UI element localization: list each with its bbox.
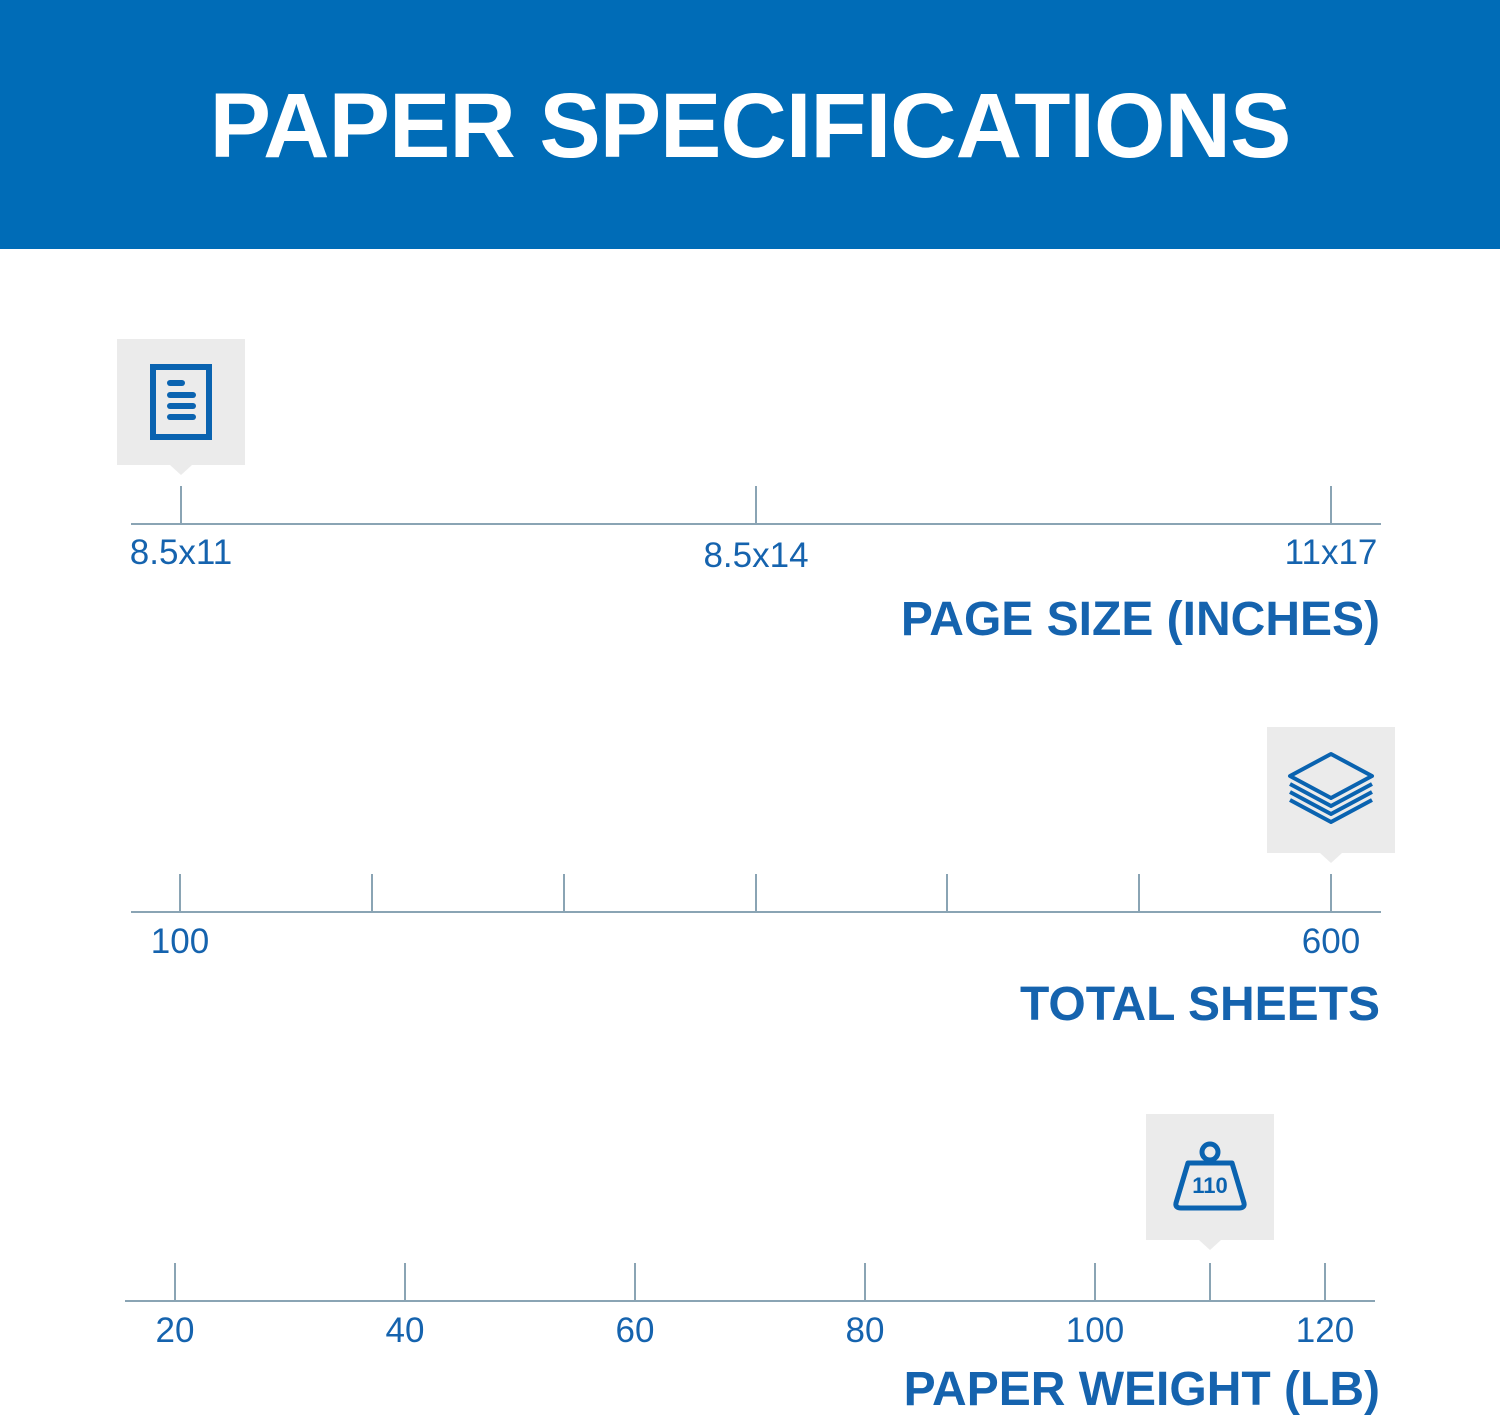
tick-mark: [370, 874, 373, 911]
tick-label: 100: [150, 922, 210, 961]
page-title: PAPER SPECIFICATIONS: [209, 75, 1292, 177]
tick-mark: [754, 874, 757, 911]
tick-mark: [1094, 1263, 1096, 1300]
tick-label: 8.5x14: [703, 536, 809, 575]
weight-icon: 110: [1172, 1141, 1248, 1213]
scale-title: PAPER WEIGHT (LB): [903, 1363, 1380, 1416]
tick-label: 60: [615, 1311, 655, 1350]
tick-mark: [1324, 1263, 1326, 1300]
tick-label: 600: [1301, 922, 1361, 961]
tick-mark: [179, 874, 181, 911]
tick-label: 100: [1065, 1311, 1125, 1350]
axis-line: [131, 523, 1381, 525]
selected-marker: [1267, 727, 1395, 863]
tick-mark: [562, 874, 565, 911]
document-icon: [150, 364, 212, 440]
axis-line: [131, 911, 1381, 913]
tick-label: 11x17: [1284, 533, 1378, 572]
axis-line: [125, 1300, 1375, 1302]
tick-mark: [634, 1263, 636, 1300]
scale-title: TOTAL SHEETS: [1019, 978, 1380, 1031]
selected-marker: [117, 339, 245, 475]
scale-title: PAGE SIZE (INCHES): [900, 593, 1380, 646]
tick-label: 8.5x11: [129, 533, 233, 572]
tick-label: 20: [155, 1311, 195, 1350]
tick-label: 80: [845, 1311, 885, 1350]
tick-mark: [946, 874, 949, 911]
header-banner: PAPER SPECIFICATIONS: [0, 0, 1500, 249]
tick-mark: [755, 486, 757, 523]
tick-mark: [1209, 1263, 1211, 1300]
tick-mark: [174, 1263, 176, 1300]
tick-mark: [1330, 486, 1332, 523]
tick-label: 120: [1295, 1311, 1355, 1350]
paper-stack-icon: [1286, 750, 1376, 830]
svg-text:110: 110: [1192, 1173, 1228, 1198]
tick-label: 40: [385, 1311, 425, 1350]
tick-mark: [404, 1263, 406, 1300]
tick-mark: [1138, 874, 1141, 911]
tick-mark: [1330, 874, 1332, 911]
tick-mark: [180, 486, 182, 523]
selected-marker: 110: [1146, 1114, 1274, 1250]
tick-mark: [864, 1263, 866, 1300]
